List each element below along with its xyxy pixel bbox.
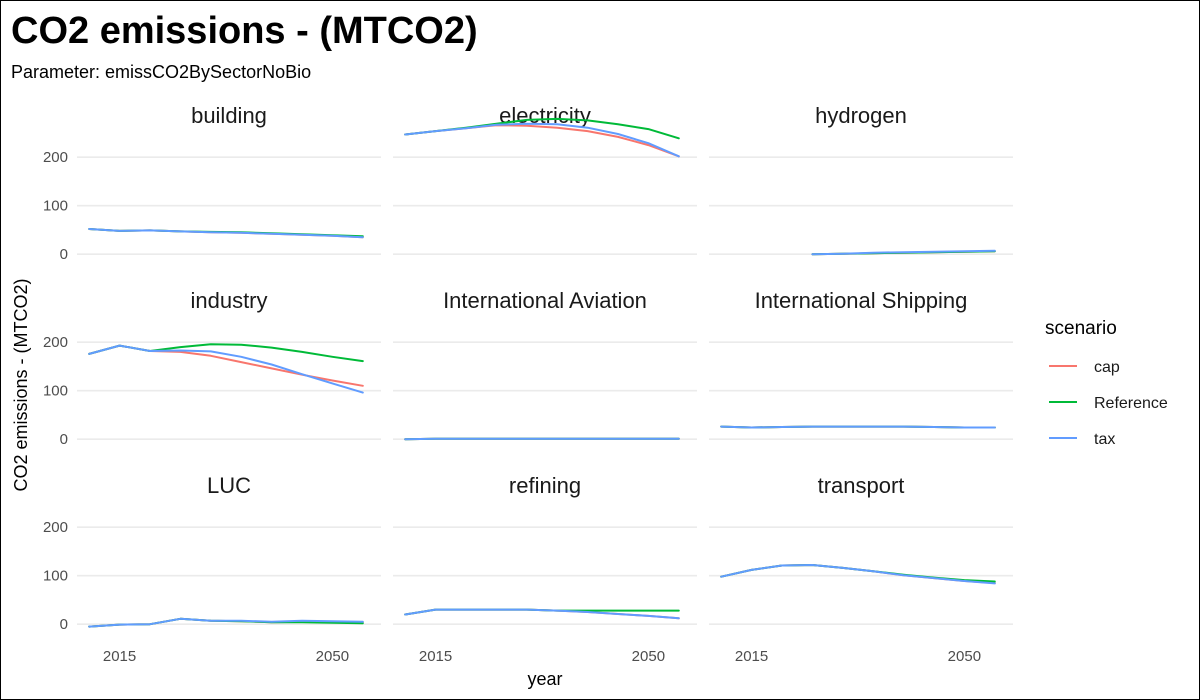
- panel-label-industry: industry: [190, 288, 267, 313]
- y-tick-label: 200: [43, 519, 68, 536]
- x-tick-label: 2015: [735, 648, 768, 665]
- panel-label-international-aviation: International Aviation: [443, 288, 647, 313]
- legend-item-reference: Reference: [1049, 395, 1168, 412]
- panel-transport: transport 2015 2050: [709, 473, 1013, 665]
- chart-title: CO2 emissions - (MTCO2): [11, 10, 478, 52]
- y-tick-label: 200: [43, 334, 68, 351]
- x-tick-label: 2015: [103, 648, 136, 665]
- series-line-building-tax: [88, 228, 364, 239]
- panel-label-refining: refining: [509, 473, 581, 498]
- y-tick-label: 0: [60, 616, 68, 633]
- y-tick-label: 0: [60, 246, 68, 263]
- series-line-hydrogen-tax: [811, 249, 996, 256]
- facet-panels: building 0 100 200 electricity hydrogen indust…: [43, 103, 1013, 665]
- panel-label-transport: transport: [818, 473, 905, 498]
- y-axis-title: CO2 emissions - (MTCO2): [11, 278, 31, 491]
- legend-item-tax: tax: [1049, 431, 1115, 448]
- panel-electricity: electricity: [393, 103, 697, 255]
- series-line-refining-tax: [404, 608, 680, 620]
- x-tick-label: 2050: [948, 648, 981, 665]
- x-axis-title: year: [527, 669, 562, 689]
- legend-label-cap: cap: [1094, 359, 1120, 376]
- panel-label-international-shipping: International Shipping: [755, 288, 968, 313]
- panel-international-shipping: International Shipping: [709, 288, 1013, 440]
- series-line-luc-tax: [88, 617, 364, 628]
- panel-industry: industry 0 100 200: [43, 288, 381, 448]
- panel-hydrogen: hydrogen: [709, 103, 1013, 256]
- legend-label-tax: tax: [1094, 431, 1115, 448]
- y-tick-label: 100: [43, 198, 68, 215]
- panel-label-luc: LUC: [207, 473, 251, 498]
- legend-title: scenario: [1045, 318, 1117, 339]
- panel-luc: LUC 0 100 200 2015 2050: [43, 473, 381, 665]
- panel-label-hydrogen: hydrogen: [815, 103, 907, 128]
- panel-international-aviation: International Aviation: [393, 288, 697, 441]
- panel-building: building 0 100 200: [43, 103, 381, 263]
- legend-items: cap Reference tax: [1049, 359, 1168, 448]
- x-tick-label: 2015: [419, 648, 452, 665]
- series-line-electricity-tax: [404, 122, 680, 158]
- legend-label-reference: Reference: [1094, 395, 1168, 412]
- panel-label-building: building: [191, 103, 267, 128]
- y-tick-label: 0: [60, 431, 68, 448]
- series-line-international-aviation-tax: [404, 437, 680, 441]
- panel-refining: refining 2015 2050: [393, 473, 697, 665]
- y-tick-label: 200: [43, 149, 68, 166]
- series-line-transport-tax: [720, 564, 996, 585]
- legend: scenario cap Reference tax: [1045, 318, 1168, 448]
- x-tick-label: 2050: [632, 648, 665, 665]
- x-tick-label: 2050: [316, 648, 349, 665]
- y-tick-label: 100: [43, 383, 68, 400]
- legend-item-cap: cap: [1049, 359, 1120, 376]
- series-line-industry-tax: [88, 344, 364, 394]
- chart-subtitle: Parameter: emissCO2BySectorNoBio: [11, 62, 311, 82]
- y-tick-label: 100: [43, 568, 68, 585]
- series-line-international-shipping-tax: [720, 425, 996, 429]
